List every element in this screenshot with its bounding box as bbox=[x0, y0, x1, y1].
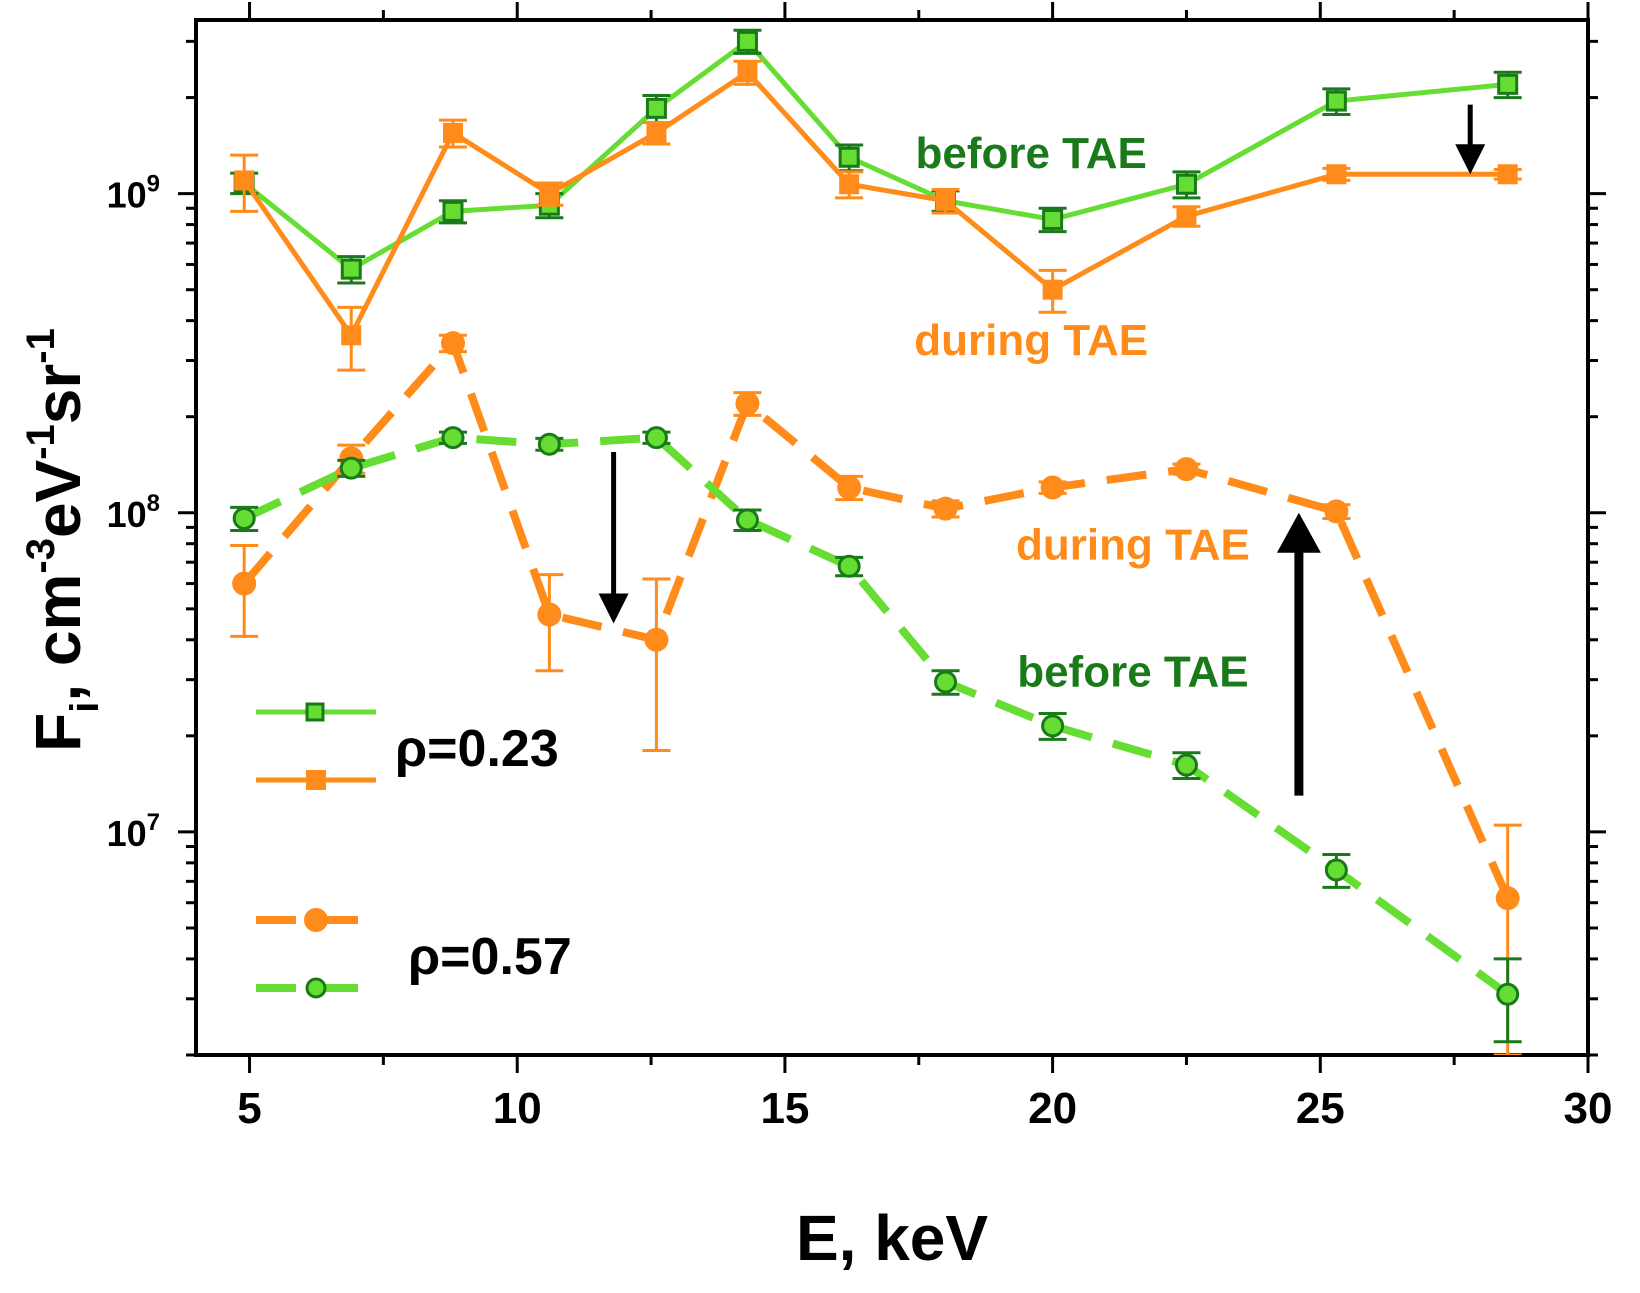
series-rho057-before bbox=[230, 426, 1522, 1044]
arrow-down-right-head bbox=[1455, 144, 1486, 175]
rho057-during-point bbox=[537, 602, 562, 627]
series-rho023-during bbox=[230, 59, 1522, 372]
legend-rho023-label: ρ=0.23 bbox=[395, 720, 559, 778]
rho023-during-point bbox=[341, 325, 362, 346]
rho057-before-point bbox=[537, 432, 561, 456]
y-title-base: F bbox=[22, 713, 94, 752]
axis-tick-labels: 5 10 15 20 25 30 109 108 107 bbox=[107, 171, 1613, 1133]
legend-rho057-label: ρ=0.57 bbox=[408, 928, 572, 986]
rho023-before-line bbox=[242, 38, 1508, 272]
rho057-before-point bbox=[735, 508, 759, 532]
y-title-exp3: -1 bbox=[19, 328, 63, 364]
rho023-before-point bbox=[1042, 208, 1064, 230]
rho057-before-point bbox=[934, 670, 958, 694]
arrow-down-middle bbox=[598, 452, 629, 624]
rho023-during-point bbox=[935, 190, 956, 211]
legend-rho057-marker bbox=[304, 908, 328, 932]
rho057-during-point bbox=[1174, 457, 1199, 482]
rho057-before-point bbox=[441, 426, 465, 450]
rho057-before-point bbox=[837, 554, 861, 578]
rho023-during-point bbox=[1326, 164, 1347, 185]
rho023-during-point bbox=[839, 174, 860, 195]
rho023-before-point bbox=[736, 30, 758, 52]
y-tick-label: 108 bbox=[107, 490, 160, 535]
arrow-up-head bbox=[1276, 512, 1321, 553]
rho057-during-point bbox=[837, 475, 862, 500]
rho057-before-line bbox=[242, 433, 1511, 998]
rho023-before-point bbox=[340, 258, 362, 280]
rho057-before-point bbox=[1324, 858, 1348, 882]
rho023-during-point bbox=[1497, 164, 1518, 185]
y-title-mid: eV bbox=[22, 459, 94, 538]
rho023-during-point bbox=[737, 62, 758, 83]
arrows bbox=[598, 104, 1486, 796]
x-tick-label: 30 bbox=[1564, 1084, 1613, 1133]
rho057-during-point bbox=[1495, 886, 1520, 911]
x-axis-title: E, keV bbox=[796, 1202, 988, 1274]
rho057-before-point bbox=[339, 456, 363, 480]
rho057-before-point bbox=[1041, 714, 1065, 738]
legend-rho057: ρ=0.57 bbox=[256, 908, 572, 999]
y-title-mid2: sr bbox=[22, 364, 94, 425]
rho057-before-point bbox=[232, 506, 256, 530]
rho057-before-point bbox=[1496, 982, 1520, 1006]
rho023-during-point bbox=[539, 183, 560, 204]
x-tick-label: 5 bbox=[237, 1084, 261, 1133]
legend-rho023-marker bbox=[306, 770, 326, 790]
arrow-down-right bbox=[1455, 104, 1486, 175]
y-title-sub: i bbox=[63, 702, 107, 713]
y-title-units: , cm bbox=[22, 574, 94, 702]
rho023-before-point bbox=[1175, 173, 1197, 195]
x-tick-label: 15 bbox=[760, 1084, 809, 1133]
rho023-before-point bbox=[442, 200, 464, 222]
rho057-during-point bbox=[440, 331, 465, 356]
label-during-top: during TAE bbox=[914, 316, 1148, 365]
y-tick-label: 107 bbox=[107, 809, 160, 854]
axis-ticks bbox=[178, 2, 1606, 1073]
x-tick-label: 25 bbox=[1296, 1084, 1345, 1133]
label-during-bottom: during TAE bbox=[1016, 521, 1250, 570]
rho023-during-line bbox=[242, 69, 1508, 338]
y-title-exp2: -1 bbox=[19, 424, 63, 460]
rho057-during-point bbox=[232, 571, 257, 596]
rho023-during-point bbox=[1042, 279, 1063, 300]
label-before-bottom: before TAE bbox=[1017, 648, 1248, 697]
rho057-during-point bbox=[644, 627, 669, 652]
rho057-before-point bbox=[644, 426, 668, 450]
rho023-before-point bbox=[645, 97, 667, 119]
rho023-before-point bbox=[1497, 73, 1519, 95]
rho057-during-point bbox=[1324, 499, 1349, 524]
rho057-during-point bbox=[735, 391, 760, 416]
rho023-during-point bbox=[1176, 206, 1197, 227]
y-title-exp1: -3 bbox=[19, 538, 63, 574]
legend-rho057-marker bbox=[305, 977, 327, 999]
label-before-top: before TAE bbox=[915, 129, 1146, 178]
legend-rho023-marker bbox=[305, 702, 325, 722]
x-tick-label: 10 bbox=[493, 1084, 542, 1133]
series-rho057-during bbox=[230, 331, 1522, 1055]
rho057-during-point bbox=[933, 496, 958, 521]
rho023-before-point bbox=[1325, 90, 1347, 112]
rho023-during-point bbox=[442, 122, 463, 143]
rho057-before-point bbox=[1174, 753, 1198, 777]
y-tick-label: 109 bbox=[107, 171, 160, 216]
rho023-during-point bbox=[234, 170, 255, 191]
arrow-up bbox=[1276, 512, 1321, 796]
arrow-down-middle-head bbox=[598, 593, 629, 624]
rho057-during-point bbox=[1040, 475, 1065, 500]
rho023-before-point bbox=[838, 146, 860, 168]
annotations: before TAE during TAE during TAE before TAE bbox=[914, 129, 1250, 697]
y-axis-title: Fi, cm-3eV-1sr-1 bbox=[19, 328, 107, 752]
rho023-during-point bbox=[646, 122, 667, 143]
x-tick-label: 20 bbox=[1028, 1084, 1077, 1133]
legend-rho023: ρ=0.23 bbox=[256, 702, 559, 790]
data-series bbox=[230, 28, 1522, 1055]
legend: ρ=0.23 ρ=0.57 bbox=[256, 702, 572, 999]
